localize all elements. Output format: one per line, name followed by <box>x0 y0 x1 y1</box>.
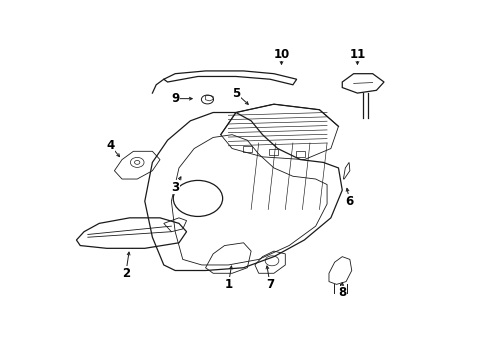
Text: 4: 4 <box>106 139 115 152</box>
Text: 6: 6 <box>346 195 354 208</box>
Text: 8: 8 <box>338 286 346 299</box>
Text: 11: 11 <box>349 48 366 61</box>
Text: 1: 1 <box>224 278 232 291</box>
Text: 9: 9 <box>171 92 179 105</box>
Text: 5: 5 <box>232 87 240 100</box>
Text: 3: 3 <box>171 181 179 194</box>
Text: 10: 10 <box>273 48 290 61</box>
Text: 2: 2 <box>122 267 130 280</box>
Text: 7: 7 <box>266 278 274 291</box>
